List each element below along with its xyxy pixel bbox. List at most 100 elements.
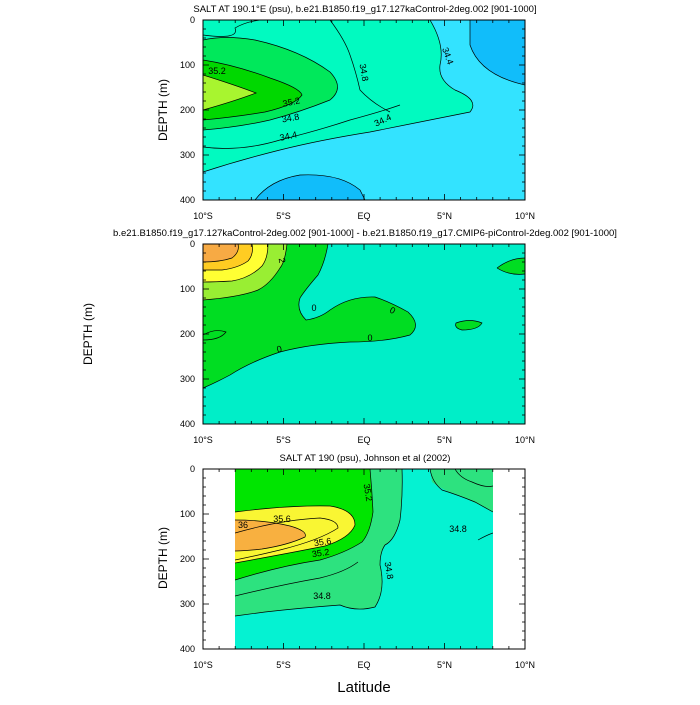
- contour-label: 35.2: [208, 66, 226, 76]
- x-tick-label: 5°N: [437, 660, 452, 670]
- x-tick-label: EQ: [357, 435, 370, 445]
- contour-line: [203, 20, 474, 173]
- region-342-bottom: [255, 174, 365, 200]
- contour-label: 0: [367, 333, 372, 343]
- y-tick-label: 400: [180, 419, 195, 429]
- contour-line: [235, 505, 356, 564]
- contour-line: [203, 104, 401, 149]
- region-obs-352-right: [430, 469, 493, 512]
- panel-1-ticks: [202, 19, 526, 201]
- contour-line: [477, 532, 493, 541]
- x-tick-label: 10°S: [193, 435, 213, 445]
- y-tick-label: 0: [190, 464, 195, 474]
- y-tick-label: 400: [180, 644, 195, 654]
- y-tick-label: 300: [180, 150, 195, 160]
- x-tick-label: 10°N: [515, 435, 535, 445]
- y-tick-label: 100: [180, 509, 195, 519]
- y-tick-label: 100: [180, 284, 195, 294]
- panel-2-ticks: [202, 243, 526, 425]
- contour-label: 36: [238, 520, 248, 530]
- panel-3-ticks: [202, 468, 526, 650]
- contour-label: 34.8: [313, 591, 331, 601]
- contour-line: [203, 244, 239, 263]
- panel-3-contour-labels: 35.2 35.6 36 35.6 35.2 34.8 34.8 34.8: [238, 483, 467, 601]
- y-tick-label: 0: [190, 15, 195, 25]
- contour-line: [235, 561, 359, 597]
- contour-line: [203, 330, 227, 341]
- y-tick-label: 400: [180, 195, 195, 205]
- contour-label: 0: [388, 305, 397, 316]
- panel-1-ylabel: DEPTH (m): [156, 79, 170, 141]
- x-tick-label: 10°N: [515, 211, 535, 221]
- contour-line: [235, 469, 374, 581]
- x-tick-label: 5°N: [437, 211, 452, 221]
- region-diff-10: [203, 244, 239, 262]
- contour-label: 34.8: [281, 112, 300, 125]
- panel-3-title: SALT AT 190 (psu), Johnson et al (2002): [280, 453, 451, 464]
- panel-2-title: b.e21.B1850.f19_g17.127kaControl-2deg.00…: [113, 228, 617, 239]
- contour-label: 35.2: [282, 95, 301, 108]
- contour-line: [496, 257, 525, 275]
- contour-line: [455, 320, 483, 331]
- panel-1-title: SALT AT 190.1°E (psu), b.e21.B1850.f19_g…: [193, 4, 536, 15]
- x-tick-label: EQ: [357, 211, 370, 221]
- region-342-topright: [470, 20, 525, 85]
- y-tick-label: 300: [180, 374, 195, 384]
- contour-line: [235, 519, 306, 552]
- panel-3-plot-area: [235, 469, 493, 649]
- region-diff-patch-right: [497, 258, 525, 275]
- x-tick-label: 5°S: [276, 435, 291, 445]
- panel-2-plot-area: [203, 244, 525, 424]
- contour-label: 35.6: [313, 536, 332, 548]
- panel-observed-salinity: SALT AT 190 (psu), Johnson et al (2002): [156, 453, 535, 670]
- contour-line: [469, 20, 525, 86]
- contour-line: [235, 469, 403, 617]
- contour-line: [203, 244, 253, 271]
- panel-salinity-difference: b.e21.B1850.f19_g17.127kaControl-2deg.00…: [81, 228, 617, 445]
- contour-label: 0: [311, 303, 316, 313]
- region-356: [203, 60, 302, 120]
- x-tick-label: 10°S: [193, 660, 213, 670]
- contour-line: [203, 59, 303, 121]
- panel-1-tick-labels: 0 100 200 300 400 10°S 5°S EQ 5°N 10°N: [180, 15, 535, 221]
- contour-line: [329, 20, 391, 113]
- contour-line: [203, 244, 269, 283]
- contour-line: [203, 74, 257, 111]
- contour-line: [454, 469, 493, 487]
- contour-label: 35.2: [362, 483, 375, 502]
- y-tick-label: 200: [180, 554, 195, 564]
- x-tick-label: 10°S: [193, 211, 213, 221]
- contour-line: [254, 174, 366, 200]
- y-tick-label: 100: [180, 60, 195, 70]
- panel-2-ylabel: DEPTH (m): [81, 303, 95, 365]
- x-tick-label: EQ: [357, 660, 370, 670]
- panel-3-ylabel: DEPTH (m): [156, 527, 170, 589]
- contour-line: [203, 244, 288, 301]
- contour-label: 34.8: [383, 561, 396, 580]
- x-tick-label: 10°N: [515, 660, 535, 670]
- contour-line: [429, 469, 493, 513]
- panel-1-plot-area: [203, 20, 525, 200]
- y-tick-label: 0: [190, 239, 195, 249]
- contour-label: 34.8: [449, 524, 467, 534]
- contour-label: 35.2: [311, 547, 330, 559]
- x-tick-label: 5°S: [276, 211, 291, 221]
- x-tick-label: 5°N: [437, 435, 452, 445]
- panel-2-contour-labels: 2 0 0 0 0: [276, 257, 398, 354]
- contour-line: [203, 37, 338, 131]
- contour-label: 34.8: [358, 63, 371, 82]
- contour-label: 34.4: [279, 129, 298, 142]
- contour-label: 0: [276, 344, 283, 355]
- panel-3-tick-labels: 0 100 200 300 400 10°S 5°S EQ 5°N 10°N: [180, 464, 535, 670]
- region-diff-patch-mid: [455, 320, 482, 330]
- contour-label: 2: [277, 257, 288, 264]
- region-360: [203, 75, 256, 110]
- contour-line: [235, 517, 339, 561]
- contour-line: [203, 244, 416, 389]
- panel-model-salinity: SALT AT 190.1°E (psu), b.e21.B1850.f19_g…: [156, 4, 537, 221]
- y-tick-label: 200: [180, 329, 195, 339]
- y-tick-label: 200: [180, 105, 195, 115]
- contour-label: 35.6: [273, 514, 291, 524]
- x-tick-label: 5°S: [276, 660, 291, 670]
